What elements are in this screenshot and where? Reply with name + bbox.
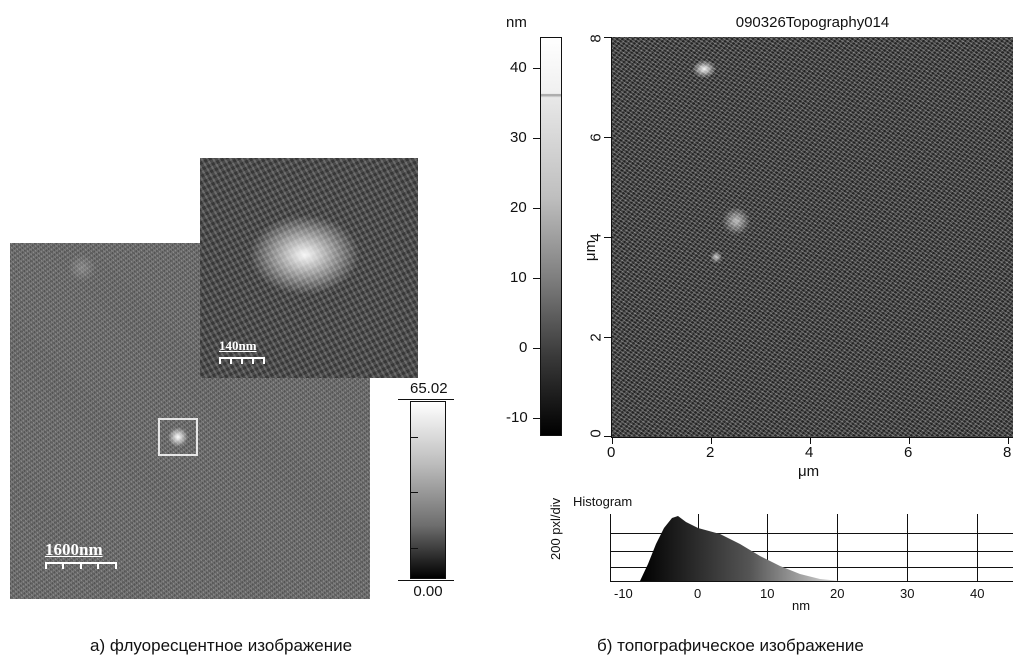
inset-scalebar-line [219, 357, 265, 364]
topo-x-axis [611, 437, 1013, 438]
histogram-bars [640, 516, 840, 581]
histogram-title: Histogram [573, 494, 633, 509]
histogram-x-label: nm [792, 598, 811, 613]
colorbar-a-min-label: 0.00 [413, 583, 443, 600]
topo-y-tick-label: 8 [587, 34, 605, 43]
colorbar-b-tick-label: 30 [510, 129, 527, 146]
histogram-y-label: 200 pxl/div [548, 497, 563, 560]
main-scalebar-line [45, 562, 117, 569]
fluorescence-inset-zoom [200, 158, 418, 378]
histogram-x-tick-label: 20 [830, 586, 845, 601]
main-scalebar-label: 1600nm [45, 540, 103, 559]
topo-y-tick-label: 6 [587, 133, 605, 142]
histogram-x-tick-label: 0 [694, 586, 702, 601]
topo-y-tick-label: 4 [587, 233, 605, 242]
inset-scalebar-label: 140nm [219, 338, 257, 353]
topography-image [612, 37, 1013, 437]
topo-y-axis [611, 37, 612, 437]
colorbar-b-tick-label: 20 [510, 199, 527, 216]
topo-x-tick-label: 0 [607, 444, 616, 461]
histogram-x-tick-label: 40 [970, 586, 985, 601]
topography-title: 090326Topography014 [735, 14, 890, 31]
caption-fluorescence: а) флуоресцентное изображение [90, 636, 353, 655]
topo-y-tick-label: 2 [587, 333, 605, 342]
topo-y-axis-label: μm [582, 239, 600, 262]
inset-scalebar: 140nm [219, 338, 265, 364]
caption-topography: б) топографическое изображение [597, 636, 864, 655]
colorbar-b-tick-label: 40 [510, 59, 527, 76]
histogram-x-tick-label: 10 [760, 586, 775, 601]
histogram-x-tick-label: -10 [614, 586, 633, 601]
topography-colorbar [540, 37, 562, 436]
histogram-x-tick-label: 30 [900, 586, 915, 601]
topo-y-tick-label: 0 [587, 429, 605, 438]
topo-x-tick-label: 4 [805, 444, 814, 461]
topo-x-tick-label: 8 [1003, 444, 1012, 461]
colorbar-a-bottom-rule [398, 580, 454, 581]
region-of-interest-box [158, 418, 198, 456]
colorbar-b-tick-label: 10 [510, 269, 527, 286]
topo-x-axis-label: μm [798, 463, 820, 480]
fluorescence-colorbar [410, 401, 446, 579]
topo-x-tick-label: 2 [706, 444, 715, 461]
colorbar-a-max-label: 65.02 [410, 380, 448, 397]
colorbar-a-top-rule [398, 399, 454, 400]
topo-x-tick-label: 6 [904, 444, 913, 461]
main-scalebar: 1600nm [45, 540, 117, 569]
colorbar-b-tick-label: 0 [519, 339, 528, 356]
histogram-plot [610, 514, 1013, 582]
colorbar-b-unit: nm [506, 14, 527, 31]
colorbar-b-tick-label: -10 [506, 409, 528, 426]
